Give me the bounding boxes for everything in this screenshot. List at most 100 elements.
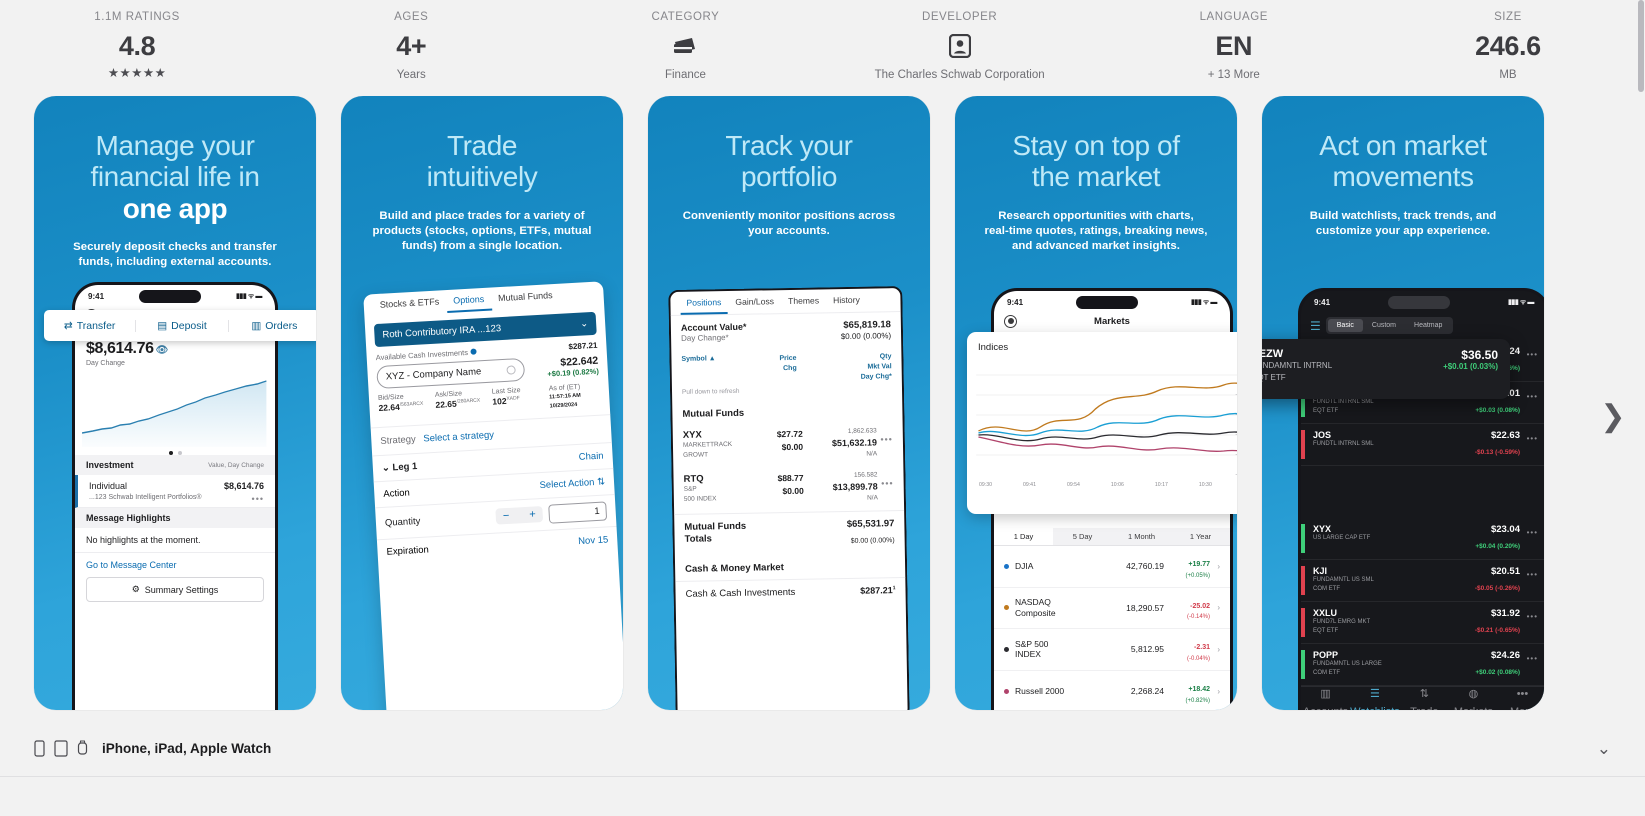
tab-history[interactable]: History [832,294,860,306]
chain-link[interactable]: Chain [578,450,604,463]
list-view-icon[interactable]: ☰ [1310,318,1321,333]
chevron-right-icon[interactable]: › [1217,603,1220,613]
message-center-link[interactable]: Go to Message Center [86,560,177,570]
series-color-dot [1004,563,1009,569]
meta-sub-language[interactable]: + 13 More [1207,69,1260,81]
action-value[interactable]: Select Action ⇅ [539,476,606,491]
tab-options[interactable]: Options [445,293,492,314]
watchlist-desc: FUNDAMNTL US LARGE COM ETF [1313,661,1382,677]
account-overflow-icon[interactable]: ••• [251,494,264,504]
position-row[interactable]: XYX MARKETTRACK GROWT $27.72 $0.00 1,862… [673,422,904,470]
totals-values: $65,531.97 $0.00 (0.00%) [847,518,895,548]
index-value: 5,812.95 [1130,644,1164,655]
expiration-value[interactable]: Nov 15 [577,533,609,547]
summary-settings-button[interactable]: ⚙ Summary Settings [86,577,264,602]
segment-5-day[interactable]: 5 Day [1072,532,1093,541]
watchlist-symbol: JOS [1313,430,1332,440]
tabbar-markets[interactable]: ◍Markets [1449,686,1498,710]
index-row[interactable]: DJIA 42,760.19 +19.77 (+0.05%) › [994,546,1230,588]
watchlist-overflow-icon[interactable]: ••• [1526,434,1538,443]
segment-1-month[interactable]: 1 Month [1127,532,1156,541]
meta-sub-developer[interactable]: The Charles Schwab Corporation [874,69,1045,81]
positions-column-headers[interactable]: Symbol ▲ Price Chg Qty Mkt Val Day Chg* [671,344,902,389]
screenshot-card-1[interactable]: Manage your financial life in one app Sec… [34,96,316,710]
increment-icon[interactable]: + [528,508,537,521]
profile-avatar-icon[interactable] [1004,315,1017,328]
time-range-segments[interactable]: 1 Day 5 Day 1 Month 1 Year [994,528,1230,546]
watchlist-price: $22.63 [1490,430,1520,441]
orders-button[interactable]: ▥ Orders [227,319,316,332]
chevron-down-icon[interactable]: ⌄ [1596,738,1611,758]
tooltip-quote-cell: $36.50 +$0.01 (0.03%) [1443,348,1498,371]
screenshot-card-3[interactable]: Track your portfolio Conveniently monito… [648,96,930,710]
segment-1-day[interactable]: 1 Day [994,528,1053,545]
col-mktval[interactable]: Qty Mkt Val Day Chg* [860,353,892,382]
segment-custom[interactable]: Custom [1371,322,1397,329]
watchlist-view-segments[interactable]: ☰ Basic Custom Heatmap [1301,311,1544,340]
index-row[interactable]: NASDAQ Composite 18,290.57 -25.02 (-0.14%… [994,588,1230,630]
tab-positions[interactable]: Positions [680,297,728,315]
tabbar-more[interactable]: •••More [1498,686,1544,710]
watchlist-row[interactable]: XYX US LARGE CAP ETF $23.04 +$0.04 (0.20%)… [1301,518,1544,560]
quick-actions-bar[interactable]: ⇄ Transfer ▤ Deposit ▥ Orders [44,310,316,341]
screenshot-gallery[interactable]: Manage your financial life in one app Sec… [0,96,1645,721]
position-overflow-icon[interactable]: ••• [880,434,893,445]
screenshot-card-4[interactable]: Stay on top of the market Research oppor… [955,96,1237,710]
col-price[interactable]: Price Chg [779,354,797,373]
position-row[interactable]: RTQ S&P 500 INDEX $88.77 $0.00 156.582 $… [673,466,904,514]
chevron-right-icon[interactable]: › [1217,561,1220,571]
watchlist-overflow-icon[interactable]: ••• [1526,392,1538,401]
index-row[interactable]: S&P 500 INDEX 5,812.95 -2.31 (-0.04%) › [994,629,1230,671]
segment-heatmap[interactable]: Heatmap [1414,322,1443,329]
segment-basic[interactable]: Basic [1327,319,1363,332]
page-scrollbar[interactable] [1638,0,1644,92]
segment-1-year[interactable]: 1 Year [1189,532,1212,541]
tabbar-watchlists[interactable]: ☰Watchlists [1350,686,1400,710]
tab-mutual-funds[interactable]: Mutual Funds [497,290,553,304]
col-symbol[interactable]: Symbol ▲ [681,355,716,363]
tab-stocks-etfs[interactable]: Stocks & ETFs [379,296,440,310]
tab-gain-loss[interactable]: Gain/Loss [735,296,775,307]
info-icon[interactable] [469,348,477,355]
watchlist-row[interactable]: KJI FUNDAMNTL US SML COM ETF $20.51 -$0.05… [1301,560,1544,602]
screenshot-card-5[interactable]: Act on market movements Build watchlists… [1262,96,1544,710]
screenshot-card-2[interactable]: Trade intuitively Build and place trades… [341,96,623,710]
watchlist-overflow-icon[interactable]: ••• [1526,570,1538,579]
tabbar-accounts[interactable]: ▥Accounts [1301,686,1350,710]
phone-tabbar[interactable]: ▥Accounts ☰Watchlists ⇅Trade ◍Markets ••… [1301,686,1544,710]
watchlist-overflow-icon[interactable]: ••• [1526,654,1538,663]
watchlist-overflow-icon[interactable]: ••• [1526,612,1538,621]
tab-themes[interactable]: Themes [787,295,820,306]
action-label: Action [383,486,411,500]
account-select-value: Roth Contributory IRA ...123 [382,323,502,341]
hide-balance-icon[interactable]: 👁 [155,345,169,356]
watchlist-overflow-icon[interactable]: ••• [1526,350,1538,359]
trend-bar [1301,524,1305,553]
account-row[interactable]: Individual $8,614.76 [75,475,275,494]
quantity-input[interactable]: 1 [548,500,608,524]
trade-tabs[interactable]: Stocks & ETFs Options Mutual Funds [363,281,604,317]
index-row[interactable]: Russell 2000 2,268.24 +18.42 (+0.82%) › [994,671,1230,710]
watchlist-row[interactable]: JOS FUNDTL INTRNL SML $22.63 -$0.13 (-0.59… [1301,424,1544,466]
deposit-button[interactable]: ▤ Deposit [135,319,227,332]
watchlist-row[interactable]: XXLU FUND7L EMRG MKT EQT ETF $31.92 -$0.21… [1301,602,1544,644]
position-overflow-icon[interactable]: ••• [881,478,894,489]
cash-investments-row[interactable]: Cash & Cash Investments $287.211 [675,577,906,608]
quantity-stepper[interactable]: − + [495,506,544,525]
carousel-dots[interactable] [75,451,275,455]
transfer-button[interactable]: ⇄ Transfer [63,319,116,332]
tabbar-trade[interactable]: ⇅Trade [1400,686,1449,710]
view-pill-group[interactable]: Basic Custom Heatmap [1325,317,1454,334]
supported-devices-footer[interactable]: iPhone, iPad, Apple Watch ⌄ [0,721,1645,776]
watchlist-overflow-icon[interactable]: ••• [1526,528,1538,537]
decrement-icon[interactable]: − [502,509,510,523]
index-name: DJIA [1015,560,1034,571]
clear-icon[interactable] [506,365,516,375]
chevron-right-icon[interactable]: › [1217,686,1220,696]
chevron-right-icon[interactable]: › [1217,644,1220,654]
gallery-next-button[interactable]: ❯ [1600,399,1626,433]
strategy-value[interactable]: Select a strategy [423,429,495,445]
quote-block: $22.642 +$0.19 (0.82%) [524,355,599,380]
series-color-dot [1004,605,1009,611]
watchlist-row[interactable]: POPP FUNDAMNTL US LARGE COM ETF $24.26 +$0… [1301,644,1544,686]
